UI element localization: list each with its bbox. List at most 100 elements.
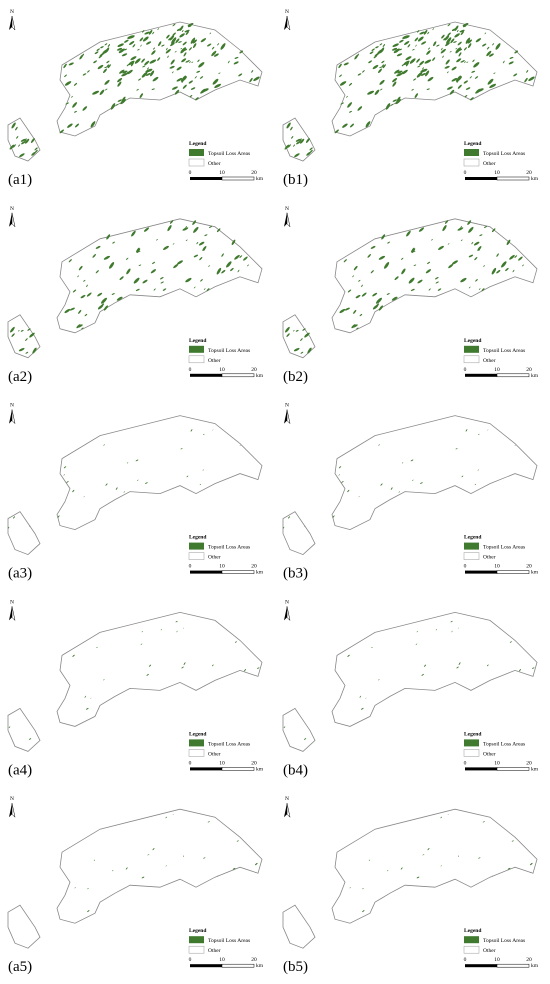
loss-patch xyxy=(90,125,94,128)
legend-title: Legend xyxy=(189,338,206,344)
loss-patch xyxy=(447,23,451,27)
loss-patch xyxy=(77,324,83,328)
loss-patch xyxy=(74,887,76,889)
loss-patch xyxy=(411,88,414,91)
loss-patch xyxy=(487,429,489,431)
loss-patch xyxy=(25,351,29,354)
scale-unit: km xyxy=(531,963,539,969)
loss-patch xyxy=(111,870,114,872)
scale-label: 0 xyxy=(464,957,467,963)
loss-patch xyxy=(487,78,494,85)
legend-title: Legend xyxy=(189,535,206,541)
loss-patch xyxy=(90,697,92,699)
north-arrow xyxy=(9,16,12,30)
loss-patch xyxy=(96,646,98,649)
north-arrow xyxy=(284,606,287,621)
loss-patch xyxy=(482,43,487,47)
loss-patch xyxy=(167,225,172,232)
loss-patch xyxy=(489,53,494,57)
loss-patch xyxy=(416,58,420,63)
loss-patch xyxy=(501,261,507,268)
loss-patch xyxy=(378,51,382,54)
scale-bar xyxy=(496,767,530,771)
loss-patch xyxy=(395,99,401,105)
loss-patch xyxy=(294,153,300,158)
loss-patch xyxy=(417,36,424,42)
scale-label: 10 xyxy=(219,564,225,570)
loss-patch xyxy=(243,256,248,261)
legend-swatch xyxy=(188,552,205,560)
loss-patch xyxy=(171,86,178,90)
legend-swatch xyxy=(464,149,479,156)
loss-patch xyxy=(160,628,162,631)
loss-patch xyxy=(465,87,471,90)
legend-swatch xyxy=(189,542,204,550)
loss-patch xyxy=(475,279,478,282)
loss-patch xyxy=(477,246,482,251)
scale-label: 10 xyxy=(494,367,500,373)
loss-patch xyxy=(393,48,400,54)
loss-patch xyxy=(83,279,86,282)
loss-patch xyxy=(172,32,176,36)
loss-patch xyxy=(421,73,426,76)
scale-unit: km xyxy=(531,766,539,772)
scale-bar xyxy=(221,963,255,968)
loss-patch xyxy=(347,654,350,657)
loss-patch xyxy=(427,47,431,50)
loss-patch xyxy=(362,910,365,913)
loss-patch xyxy=(361,284,363,287)
loss-patch xyxy=(212,429,214,431)
loss-patch xyxy=(126,268,131,275)
loss-patch xyxy=(11,333,15,337)
legend-swatch xyxy=(189,936,204,944)
loss-patch xyxy=(471,241,474,245)
loss-patch xyxy=(203,288,206,290)
loss-patch xyxy=(285,326,290,333)
loss-patch xyxy=(118,48,125,54)
loss-patch xyxy=(451,28,457,32)
north-arrow xyxy=(11,803,16,818)
loss-patch xyxy=(94,51,99,55)
loss-patch xyxy=(121,72,128,77)
loss-patch xyxy=(449,50,452,53)
loss-patch xyxy=(433,41,437,47)
loss-patch xyxy=(171,37,177,44)
legend-item: Topsoil Loss Areas xyxy=(208,938,250,944)
loss-patch xyxy=(486,50,492,57)
loss-patch xyxy=(106,64,109,68)
loss-patch xyxy=(287,144,291,148)
legend-title: Legend xyxy=(189,731,206,737)
loss-patch xyxy=(207,821,210,823)
loss-patch xyxy=(195,97,199,101)
loss-patch xyxy=(19,153,25,158)
loss-patch xyxy=(353,309,357,314)
loss-patch xyxy=(198,241,205,246)
north-arrow xyxy=(286,15,291,31)
loss-patch xyxy=(30,138,35,143)
loss-patch xyxy=(68,62,74,66)
loss-patch xyxy=(190,37,196,44)
loss-patch xyxy=(400,257,404,260)
north-arrow xyxy=(284,409,287,424)
legend-swatch xyxy=(189,149,204,156)
legend-item: Other xyxy=(483,358,496,364)
loss-patch xyxy=(365,125,369,128)
loss-patch xyxy=(184,29,190,33)
loss-patch xyxy=(234,56,239,59)
loss-patch xyxy=(7,526,10,529)
loss-patch xyxy=(24,138,30,144)
scale-label: 10 xyxy=(219,957,225,963)
loss-patch xyxy=(478,288,481,290)
loss-patch xyxy=(151,88,155,91)
loss-patch xyxy=(438,245,444,250)
loss-patch xyxy=(107,44,111,48)
loss-patch xyxy=(464,94,468,98)
loss-patch xyxy=(309,147,313,151)
loss-patch xyxy=(360,707,364,710)
loss-patch xyxy=(181,29,184,33)
scale-bar xyxy=(190,373,222,377)
loss-patch xyxy=(239,50,244,54)
loss-patch xyxy=(175,38,180,44)
loss-patch xyxy=(148,664,152,667)
